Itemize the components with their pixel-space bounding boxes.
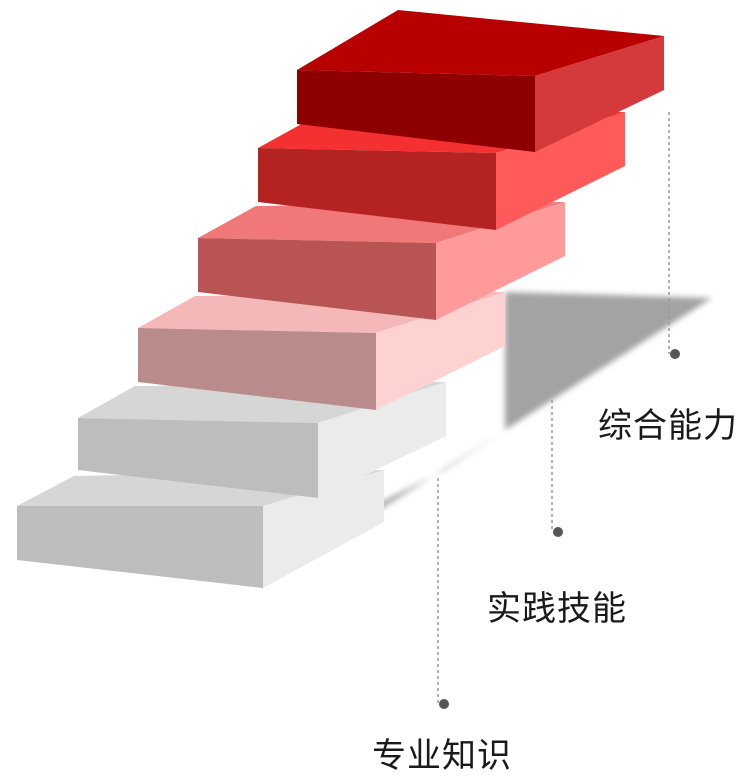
step-1-side <box>263 470 384 588</box>
step-6-front <box>297 70 535 152</box>
label-comprehensive-ability: 综合能力 <box>598 406 738 446</box>
step-2 <box>78 382 446 498</box>
step-1-front <box>17 506 263 588</box>
leader-dot-knowledge <box>439 699 449 709</box>
staircase-shadow <box>298 292 712 548</box>
label-professional-knowledge: 专业知识 <box>372 736 512 776</box>
leader-dot-skills <box>553 527 563 537</box>
step-2-side <box>318 382 446 498</box>
step-3-front <box>138 328 376 410</box>
step-4-front <box>198 238 436 320</box>
step-6-top <box>297 10 664 76</box>
step-2-front <box>78 418 318 498</box>
step-5-front <box>258 148 496 230</box>
step-6-side <box>535 36 664 152</box>
step-4-side <box>436 202 565 320</box>
step-5-side <box>496 112 625 230</box>
step-6 <box>297 10 664 152</box>
leader-dot-ability <box>670 349 680 359</box>
label-practical-skills: 实践技能 <box>487 589 627 629</box>
step-3-side <box>376 292 505 410</box>
